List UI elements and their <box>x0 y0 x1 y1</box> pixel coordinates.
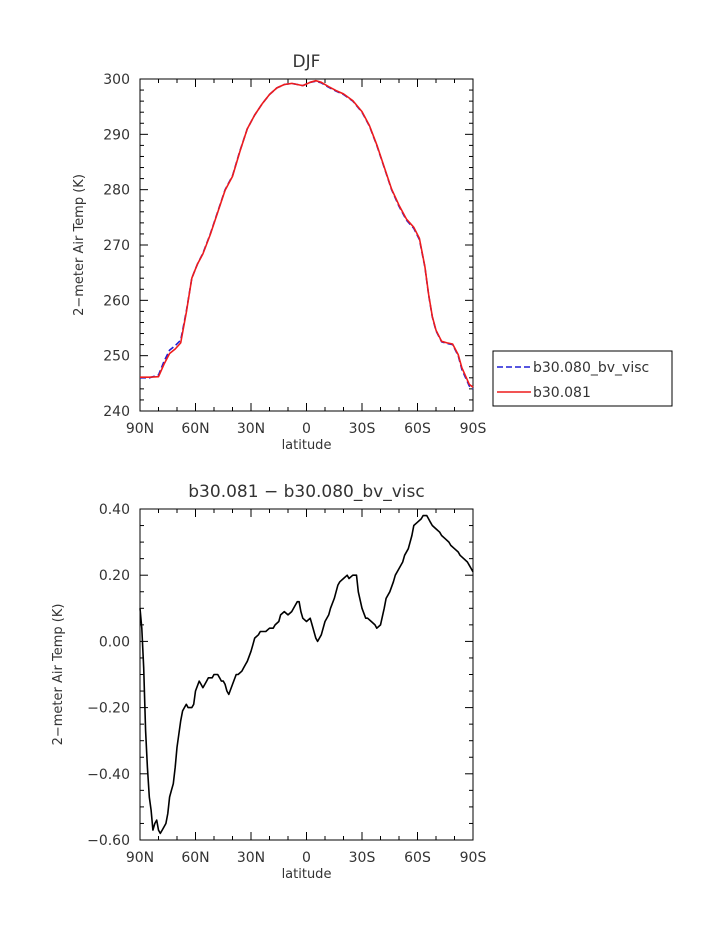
x-tick-label: 90S <box>460 850 487 866</box>
series-line-1 <box>140 80 474 390</box>
legend-box <box>492 350 673 407</box>
x-tick-label: 30N <box>237 850 265 866</box>
x-tick-label: 30S <box>349 421 376 437</box>
y-tick-label: −0.20 <box>87 701 130 717</box>
x-tick-label: 60N <box>181 850 209 866</box>
series-line-2 <box>140 79 474 388</box>
x-tick-label: 0 <box>302 421 311 437</box>
legend-label: b30.080_bv_visc <box>533 360 649 376</box>
x-tick-label: 90N <box>126 850 154 866</box>
x-tick-label: 60S <box>404 850 431 866</box>
x-tick-label: 30S <box>349 850 376 866</box>
y-axis-label: 2−meter Air Temp (K) <box>51 604 66 746</box>
x-tick-label: 30N <box>237 421 265 437</box>
plot-frame <box>139 508 474 841</box>
y-axis-label: 2−meter Air Temp (K) <box>72 174 87 316</box>
series-line-1 <box>139 514 474 835</box>
chart-panel-2: 90N 60N 30N 0 30S 60S 90S −0.60 −0.40 −0.20 0.00 0.… <box>51 482 486 882</box>
x-tick-label: 90S <box>460 421 487 437</box>
chart-title: b30.081 − b30.080_bv_visc <box>188 482 424 502</box>
y-tick-label: 300 <box>103 72 130 88</box>
y-tick-label: 0.20 <box>99 568 130 584</box>
y-tick-label: 280 <box>103 183 130 199</box>
x-axis-label: latitude <box>282 867 332 882</box>
y-tick-label: 290 <box>103 127 130 143</box>
y-tick-label: 270 <box>103 238 130 254</box>
y-tick-label: 0.40 <box>99 502 130 518</box>
y-tick-label: −0.40 <box>87 767 130 783</box>
legend-label: b30.081 <box>533 385 591 401</box>
y-tick-label: 250 <box>103 349 130 365</box>
y-tick-label: 260 <box>103 293 130 309</box>
chart-title: DJF <box>293 52 321 72</box>
x-tick-label: 60N <box>181 421 209 437</box>
chart-panel-1: 90N 60N 30N 0 30S 60S 90S 240 250 260 270 280 290 300… <box>72 52 673 453</box>
x-tick-label: 60S <box>404 421 431 437</box>
plot-frame <box>139 78 474 412</box>
x-axis-label: latitude <box>282 438 332 453</box>
y-tick-label: 0.00 <box>99 634 130 650</box>
x-tick-label: 90N <box>126 421 154 437</box>
y-tick-label: 240 <box>103 404 130 420</box>
x-tick-label: 0 <box>302 850 311 866</box>
y-tick-label: −0.60 <box>87 833 130 849</box>
legend: b30.080_bv_visc b30.081 <box>492 350 673 407</box>
